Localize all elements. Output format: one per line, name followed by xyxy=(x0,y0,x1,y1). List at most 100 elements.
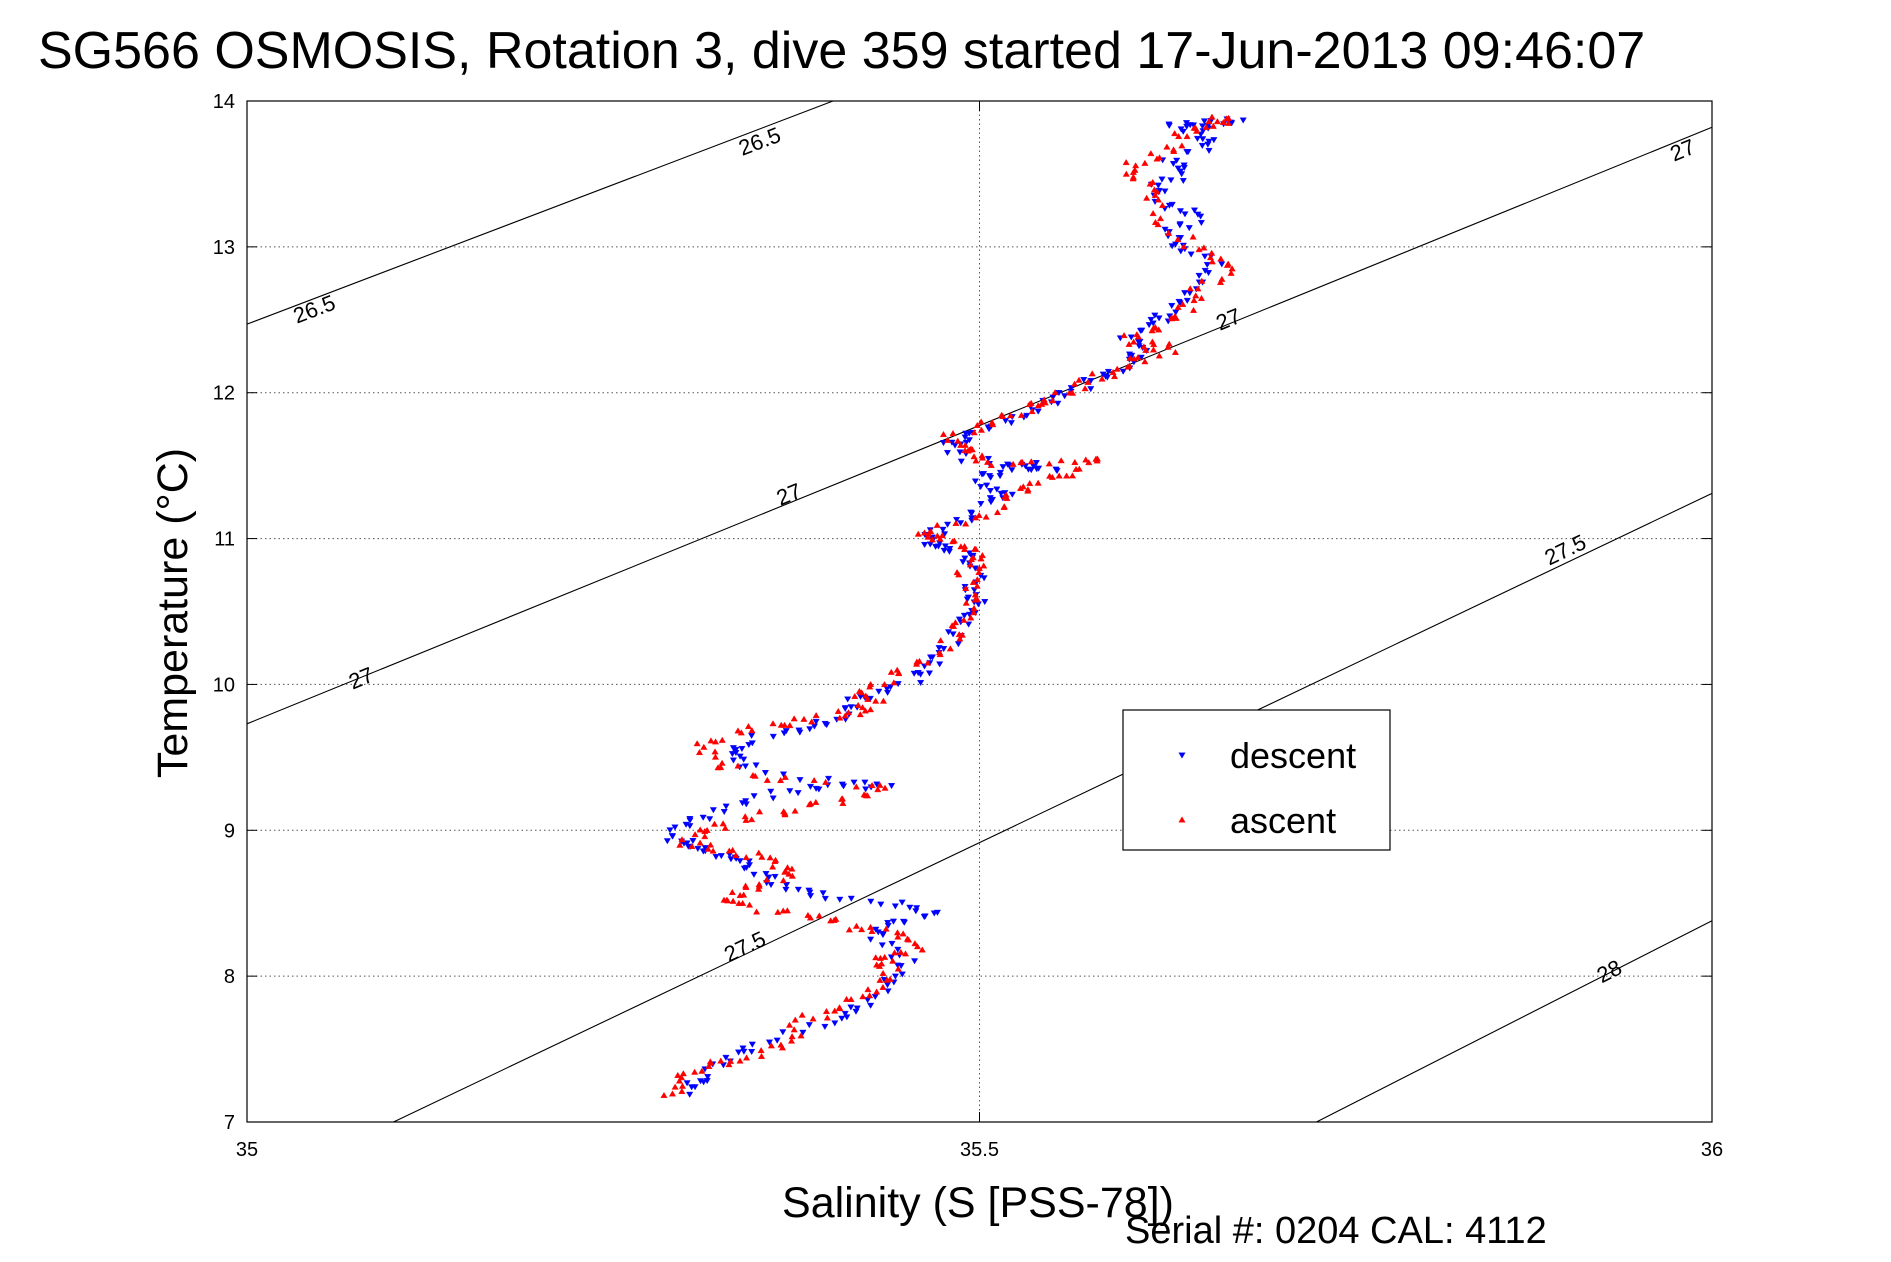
data-point-descent xyxy=(669,833,677,840)
data-point-descent xyxy=(925,670,934,677)
data-point-descent xyxy=(853,1005,861,1012)
data-point-ascent xyxy=(797,1032,805,1039)
data-point-ascent xyxy=(1001,493,1009,500)
x-tick-label: 35.5 xyxy=(960,1139,999,1161)
data-point-descent xyxy=(1218,261,1226,268)
data-point-descent xyxy=(729,745,737,752)
data-point-ascent xyxy=(1098,375,1106,382)
data-point-ascent xyxy=(1065,389,1074,396)
data-point-descent xyxy=(767,882,775,889)
data-point-ascent xyxy=(679,1070,687,1077)
data-point-ascent xyxy=(948,622,956,629)
data-point-ascent xyxy=(858,704,867,711)
data-point-ascent xyxy=(1019,483,1027,490)
legend-marker-ascent xyxy=(1178,816,1186,823)
data-point-ascent xyxy=(711,748,719,755)
grid-lines xyxy=(247,101,1712,1122)
data-point-descent xyxy=(1182,120,1191,127)
data-point-ascent xyxy=(886,975,894,982)
data-point-ascent xyxy=(677,1074,685,1081)
data-point-ascent xyxy=(766,854,774,861)
data-point-descent xyxy=(742,801,750,808)
density-contour-line xyxy=(393,492,1713,1123)
data-point-ascent xyxy=(822,1007,831,1014)
data-point-descent xyxy=(878,942,886,949)
data-point-ascent xyxy=(973,582,981,589)
data-point-ascent xyxy=(678,836,686,843)
data-point-descent xyxy=(1154,182,1162,189)
data-point-ascent xyxy=(1190,297,1198,304)
data-point-ascent xyxy=(660,1091,668,1098)
data-point-ascent xyxy=(882,925,890,932)
data-point-ascent xyxy=(1018,458,1026,465)
density-contour-line xyxy=(1316,920,1713,1123)
data-point-ascent xyxy=(854,701,862,708)
data-point-ascent xyxy=(1046,472,1054,479)
data-point-ascent xyxy=(954,437,962,444)
data-point-ascent xyxy=(1195,246,1203,253)
data-point-ascent xyxy=(1208,258,1216,265)
data-point-descent xyxy=(1104,368,1112,375)
legend-marker-descent xyxy=(1178,752,1186,759)
data-point-descent xyxy=(683,1080,691,1087)
data-point-descent xyxy=(1203,261,1211,269)
data-point-ascent xyxy=(757,1052,766,1059)
data-point-ascent xyxy=(962,599,970,606)
data-point-descent xyxy=(986,488,994,495)
data-point-descent xyxy=(1149,320,1157,327)
data-point-ascent xyxy=(856,711,864,718)
data-point-descent xyxy=(1119,368,1127,375)
data-point-descent xyxy=(997,490,1005,497)
data-point-ascent xyxy=(880,681,889,688)
data-point-ascent xyxy=(913,943,922,950)
data-point-descent xyxy=(750,793,758,800)
data-points xyxy=(660,113,1247,1098)
data-point-descent xyxy=(1180,162,1188,169)
data-point-ascent xyxy=(755,885,763,892)
legend: descent ascent xyxy=(1122,709,1391,851)
data-point-ascent xyxy=(830,916,838,923)
data-point-descent xyxy=(906,904,914,911)
data-point-ascent xyxy=(847,995,855,1002)
data-point-descent xyxy=(984,424,992,431)
data-point-ascent xyxy=(691,831,699,838)
data-point-descent xyxy=(971,478,979,485)
data-point-ascent xyxy=(758,853,766,860)
data-point-ascent xyxy=(678,1087,686,1094)
data-point-ascent xyxy=(864,695,872,702)
data-point-descent xyxy=(867,936,875,943)
y-tick-label: 11 xyxy=(214,529,235,551)
data-point-ascent xyxy=(1111,373,1119,380)
data-point-ascent xyxy=(1006,412,1015,419)
data-point-ascent xyxy=(893,929,902,936)
data-point-ascent xyxy=(1122,170,1130,177)
data-point-ascent xyxy=(674,1071,682,1078)
data-point-ascent xyxy=(891,949,899,956)
data-point-descent xyxy=(767,788,775,795)
data-point-ascent xyxy=(1224,260,1232,267)
data-point-ascent xyxy=(725,1061,733,1068)
data-point-descent xyxy=(883,982,892,989)
data-point-descent xyxy=(894,962,902,969)
data-point-descent xyxy=(957,520,965,527)
data-point-descent xyxy=(689,838,697,845)
data-point-ascent xyxy=(969,554,977,561)
data-point-ascent xyxy=(785,1021,794,1028)
data-point-ascent xyxy=(671,1083,679,1090)
data-point-ascent xyxy=(975,511,983,519)
data-point-descent xyxy=(1027,467,1035,474)
data-point-ascent xyxy=(957,441,965,448)
data-point-ascent xyxy=(933,521,941,528)
data-point-ascent xyxy=(977,426,985,433)
data-point-ascent xyxy=(1172,314,1180,321)
data-point-descent xyxy=(771,873,779,880)
data-point-ascent xyxy=(769,863,777,870)
data-point-descent xyxy=(1174,165,1182,172)
data-point-ascent xyxy=(1131,166,1139,173)
data-point-descent xyxy=(967,509,975,516)
data-point-ascent xyxy=(706,1058,714,1065)
data-point-ascent xyxy=(967,614,975,621)
data-point-descent xyxy=(819,890,827,897)
data-point-descent xyxy=(949,631,957,638)
data-point-descent xyxy=(686,816,694,823)
